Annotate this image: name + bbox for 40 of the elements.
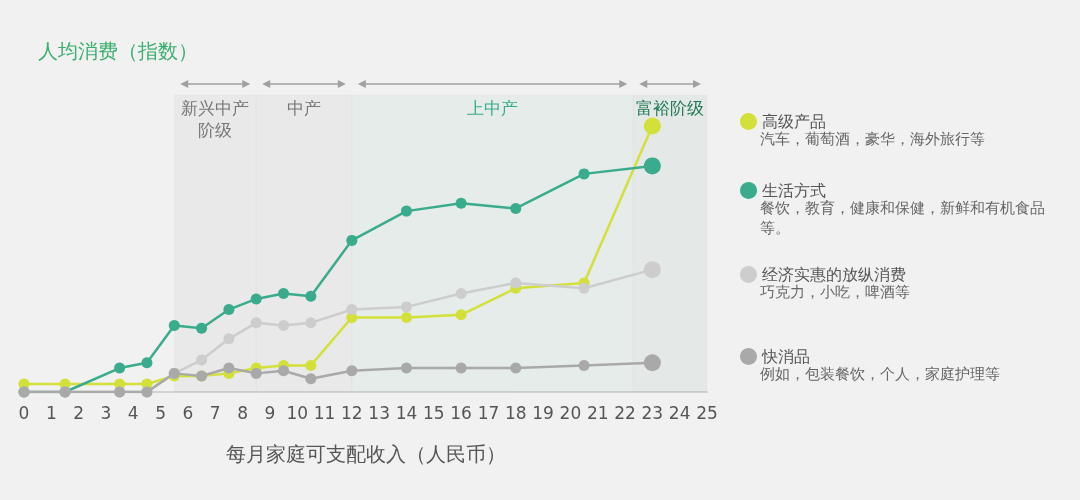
x-tick-label: 0 (18, 402, 30, 423)
text: 汽车，葡萄酒，豪华，海外旅行等 (760, 130, 985, 148)
x-tick-label: 5 (155, 402, 167, 423)
x-tick-label: 1 (45, 402, 57, 423)
x-tick-label: 8 (237, 402, 248, 423)
legend-label: 快消品 (761, 347, 810, 366)
x-tick-label: 17 (477, 402, 500, 423)
x-tick-label: 25 (696, 402, 718, 423)
x-tick-label: 9 (264, 402, 276, 423)
band-label: 中产 (287, 97, 322, 118)
text: 例如，包装餐饮，个人，家庭护理等 (760, 365, 1000, 383)
x-tick-label: 24 (668, 402, 691, 423)
x-tick-label: 19 (532, 402, 554, 423)
x-tick-label: 18 (504, 402, 527, 423)
band-label: 上中产 (467, 97, 519, 118)
x-tick-label: 11 (313, 402, 336, 423)
legend-label: 经济实惠的放纵消费 (762, 265, 906, 284)
x-tick-label: 2 (73, 402, 85, 423)
x-tick-label: 23 (641, 402, 664, 423)
x-tick-label: 10 (286, 402, 309, 423)
x-tick-label: 14 (395, 402, 418, 423)
x-tick-label: 13 (368, 402, 390, 423)
x-tick-label: 3 (100, 402, 112, 423)
x-tick-label: 4 (127, 402, 139, 423)
chart-title: 人均消费（指数） (38, 39, 198, 63)
x-tick-label: 15 (422, 402, 445, 423)
x-tick-label: 7 (209, 402, 221, 423)
x-axis-title: 每月家庭可支配收入（人民币） (225, 442, 506, 466)
x-tick-label: 6 (182, 402, 194, 423)
band-label: 富裕阶级 (636, 97, 705, 118)
legend-label: 生活方式 (762, 181, 826, 200)
text: 餐饮，教育，健康和保健，新鲜和有机食品等。 (760, 199, 1045, 237)
x-tick-label: 22 (614, 402, 636, 423)
x-tick-label: 20 (559, 402, 582, 423)
x-tick-label: 12 (341, 402, 363, 423)
x-tick-label: 21 (586, 402, 609, 423)
text: 巧克力，小吃，啤酒等 (760, 283, 910, 301)
x-tick-label: 16 (450, 402, 472, 423)
legend-label: 高级产品 (762, 112, 826, 131)
band-label: 新兴中产阶级 (181, 97, 250, 140)
